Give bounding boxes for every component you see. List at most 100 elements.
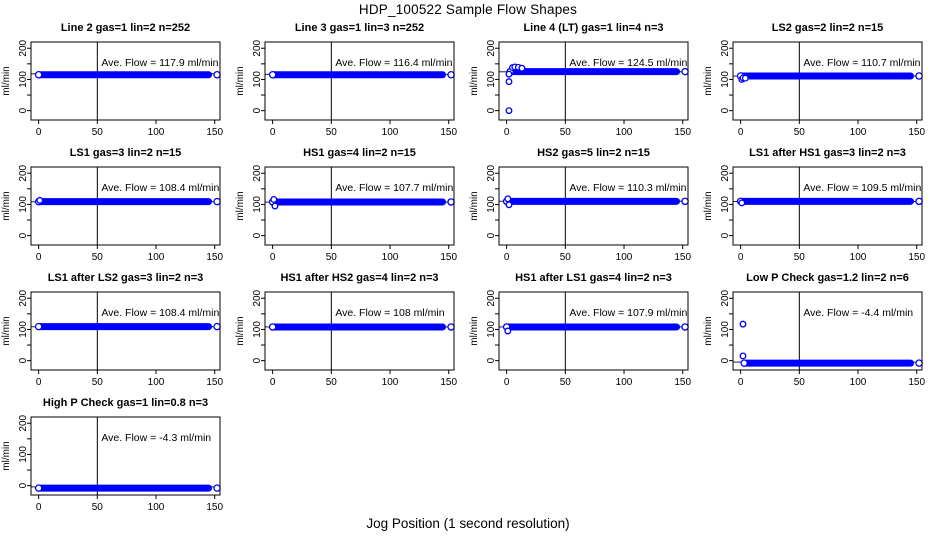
y-tick-label: 0 xyxy=(252,107,263,113)
avg-flow-annotation: Ave. Flow = 108.4 ml/min xyxy=(101,307,219,319)
x-tick-label: 50 xyxy=(560,252,572,263)
x-tick-label: 100 xyxy=(382,252,399,263)
outlier-point xyxy=(739,320,747,328)
panel-title: Low P Check gas=1.2 lin=2 n=6 xyxy=(746,272,909,284)
y-tick-label: 100 xyxy=(486,71,497,88)
panel-svg: LS1 after LS2 gas=3 lin=2 n=3 0 50 100 150 0 1… xyxy=(1,272,223,388)
flow-band xyxy=(507,68,681,76)
plot-box xyxy=(264,41,455,121)
y-tick-label: 100 xyxy=(486,321,497,338)
x-tick-label: 0 xyxy=(36,377,42,388)
outlier-point xyxy=(271,202,279,210)
flow-band xyxy=(35,484,213,492)
x-tick-label: 100 xyxy=(616,252,633,263)
y-tick-label: 100 xyxy=(720,71,731,88)
x-tick-label: 100 xyxy=(148,252,165,263)
y-tick-label: 0 xyxy=(486,357,497,363)
flow-band xyxy=(741,359,915,367)
panel-svg: Line 4 (LT) gas=1 lin=4 n=3 0 50 100 150 0 100… xyxy=(469,22,691,138)
avg-flow-annotation: Ave. Flow = 117.9 ml/min xyxy=(101,57,218,69)
y-tick-label: 0 xyxy=(18,232,29,238)
outlier-point xyxy=(36,196,44,204)
y-axis-label: ml/min xyxy=(469,191,480,220)
y-axis-label: ml/min xyxy=(1,191,12,220)
x-tick-label: 0 xyxy=(36,252,42,263)
y-axis-label: ml/min xyxy=(469,66,480,95)
outlier-point xyxy=(270,195,278,203)
y-axis-label: ml/min xyxy=(703,66,714,95)
avg-flow-annotation: Ave. Flow = 107.7 ml/min xyxy=(335,182,453,194)
plot-box xyxy=(30,291,221,371)
y-tick-label: 200 xyxy=(252,289,263,306)
avg-flow-annotation: Ave. Flow = -4.4 ml/min xyxy=(803,307,913,319)
plot-box xyxy=(30,41,221,121)
outlier-point xyxy=(505,70,513,78)
chart-panel: LS1 after HS1 gas=3 lin=2 n=3 0 50 100 150 0 1… xyxy=(702,141,936,266)
panel-svg: High P Check gas=1 lin=0.8 n=3 0 50 100 150 0… xyxy=(1,397,223,513)
panel-title: LS1 gas=3 lin=2 n=15 xyxy=(70,147,182,159)
y-tick-label: 200 xyxy=(720,164,731,181)
x-tick-label: 50 xyxy=(794,377,806,388)
band-end-point xyxy=(681,67,689,76)
band-start-point xyxy=(34,484,43,492)
panel-svg: Low P Check gas=1.2 lin=2 n=6 0 50 100 150 0 1… xyxy=(703,272,925,388)
x-tick-label: 50 xyxy=(326,252,338,263)
y-axis-label: ml/min xyxy=(703,316,714,345)
y-tick-label: 100 xyxy=(252,196,263,213)
x-tick-label: 150 xyxy=(908,252,925,263)
panel-svg: HS1 gas=4 lin=2 n=15 0 50 100 150 0 100 200 ml/m… xyxy=(235,147,457,263)
x-tick-label: 0 xyxy=(504,127,510,138)
plot-box xyxy=(498,166,689,246)
x-tick-label: 150 xyxy=(440,377,457,388)
band-start-point xyxy=(268,323,277,331)
outlier-point xyxy=(738,199,746,207)
y-tick-label: 200 xyxy=(720,39,731,56)
y-axis-label: ml/min xyxy=(1,441,12,470)
outlier-point xyxy=(741,74,749,82)
band-end-point xyxy=(915,197,923,206)
x-tick-label: 50 xyxy=(794,252,806,263)
x-tick-label: 150 xyxy=(440,127,457,138)
x-tick-label: 50 xyxy=(794,127,806,138)
plot-box xyxy=(30,416,221,496)
chart-panel: Line 2 gas=1 lin=2 n=252 0 50 100 150 0 100 200… xyxy=(0,16,234,141)
flow-band xyxy=(35,323,213,331)
plot-box xyxy=(498,291,689,371)
y-tick-label: 200 xyxy=(18,289,29,306)
flow-band xyxy=(737,197,915,205)
x-tick-label: 100 xyxy=(382,377,399,388)
panel-svg: LS1 gas=3 lin=2 n=15 0 50 100 150 0 100 200 ml/m… xyxy=(1,147,223,263)
x-tick-label: 100 xyxy=(616,377,633,388)
x-tick-label: 0 xyxy=(36,502,42,513)
panel-svg: LS2 gas=2 lin=2 n=15 0 50 100 150 0 100 200 ml/m… xyxy=(703,22,925,138)
x-tick-label: 100 xyxy=(382,127,399,138)
y-tick-label: 100 xyxy=(486,196,497,213)
plot-box xyxy=(264,166,455,246)
y-tick-label: 0 xyxy=(18,357,29,363)
x-tick-label: 150 xyxy=(908,377,925,388)
panels-grid: Line 2 gas=1 lin=2 n=252 0 50 100 150 0 100 200… xyxy=(0,16,936,516)
x-tick-label: 100 xyxy=(616,127,633,138)
flow-band xyxy=(269,198,447,206)
band-end-point xyxy=(681,323,689,331)
chart-panel: High P Check gas=1 lin=0.8 n=3 0 50 100 150 0… xyxy=(0,391,234,516)
avg-flow-annotation: Ave. Flow = 107.9 ml/min xyxy=(569,307,687,319)
x-tick-label: 0 xyxy=(270,127,276,138)
y-axis-label: ml/min xyxy=(1,66,12,95)
band-end-point xyxy=(681,197,689,206)
outlier-point xyxy=(505,107,513,115)
y-tick-label: 0 xyxy=(252,357,263,363)
x-tick-label: 0 xyxy=(270,252,276,263)
avg-flow-annotation: Ave. Flow = 110.3 ml/min xyxy=(569,182,686,194)
y-tick-label: 200 xyxy=(252,164,263,181)
y-tick-label: 200 xyxy=(486,289,497,306)
y-axis-label: ml/min xyxy=(703,191,714,220)
band-end-point xyxy=(447,323,455,331)
y-tick-label: 0 xyxy=(18,107,29,113)
x-tick-label: 50 xyxy=(92,377,104,388)
plot-box xyxy=(498,41,689,121)
x-tick-label: 0 xyxy=(738,377,744,388)
x-tick-label: 150 xyxy=(908,127,925,138)
chart-panel: HS1 after HS2 gas=4 lin=2 n=3 0 50 100 150 0 1… xyxy=(234,266,468,391)
chart-panel: LS2 gas=2 lin=2 n=15 0 50 100 150 0 100 200 ml/m… xyxy=(702,16,936,141)
